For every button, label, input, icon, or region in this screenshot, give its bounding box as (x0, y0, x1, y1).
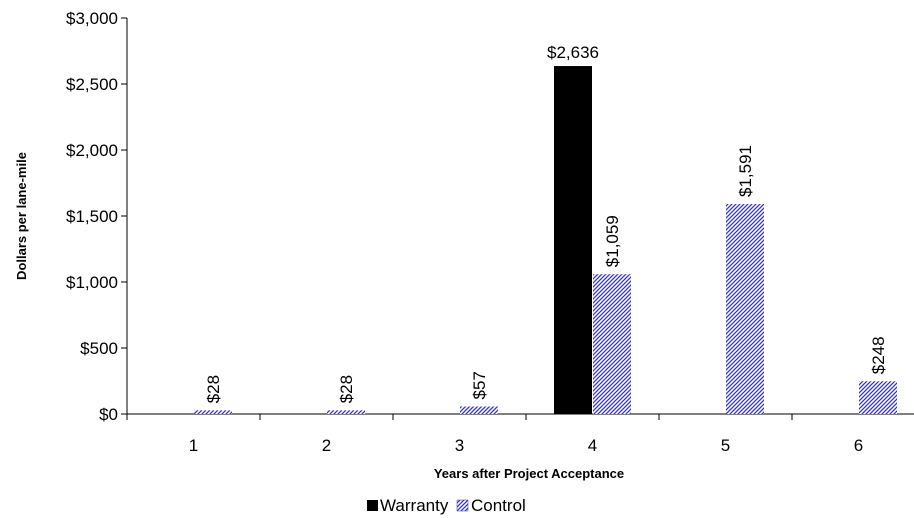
data-label-control-6: $248 (869, 336, 888, 374)
legend-label-warranty: Warranty (380, 496, 449, 515)
bar-control-5 (726, 203, 764, 414)
data-labels: $28 $28 $57 $2,636 $1,059 $1,591 $248 (204, 43, 888, 403)
y-tick-label: $2,500 (66, 75, 118, 94)
legend-swatch-control (456, 499, 469, 512)
x-tick-label: 3 (455, 436, 464, 455)
y-tick-label: $1,500 (66, 207, 118, 226)
x-axis-title: Years after Project Acceptance (434, 466, 624, 481)
bar-control-3 (460, 406, 498, 414)
bars (194, 66, 897, 414)
y-tick-label: $0 (99, 405, 118, 424)
y-tick-label: $3,000 (66, 9, 118, 28)
x-tick-label: 1 (189, 436, 198, 455)
data-label-control-2: $28 (337, 375, 356, 403)
data-label-control-5: $1,591 (736, 145, 755, 197)
x-tick-label: 2 (322, 436, 331, 455)
y-axis-title: Dollars per lane-mile (14, 152, 29, 280)
data-label-control-3: $57 (470, 371, 489, 399)
x-axis-ticks: 1 2 3 4 5 6 (126, 414, 863, 455)
data-label-warranty-4: $2,636 (547, 43, 599, 62)
bar-warranty-4 (554, 66, 592, 414)
y-tick-label: $1,000 (66, 273, 118, 292)
bar-control-4 (593, 274, 631, 414)
bar-control-6 (859, 381, 897, 414)
x-tick-label: 5 (721, 436, 730, 455)
y-axis-ticks: $0 $500 $1,000 $1,500 $2,000 $2,500 $3,000 (66, 9, 127, 424)
data-label-control-1: $28 (204, 375, 223, 403)
bar-control-2 (327, 410, 365, 414)
x-tick-label: 6 (854, 436, 863, 455)
legend-label-control: Control (471, 496, 526, 515)
data-label-control-4: $1,059 (603, 215, 622, 267)
legend: Warranty Control (367, 496, 526, 515)
y-tick-label: $2,000 (66, 141, 118, 160)
bar-control-1 (194, 410, 232, 414)
x-tick-label: 4 (588, 436, 597, 455)
legend-swatch-warranty (367, 500, 378, 511)
y-tick-label: $500 (80, 339, 118, 358)
